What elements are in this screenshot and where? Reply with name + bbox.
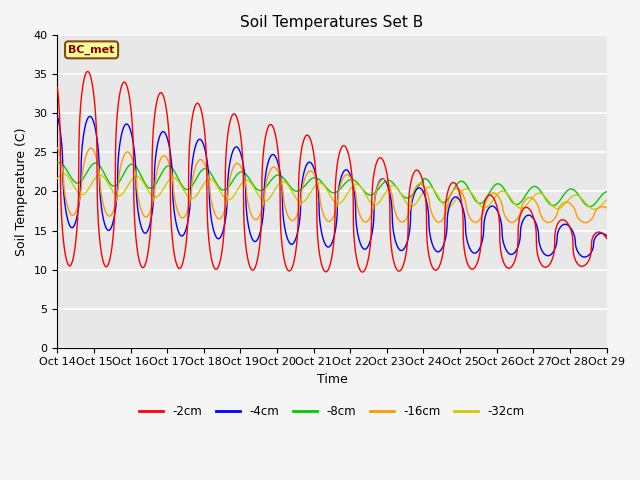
Y-axis label: Soil Temperature (C): Soil Temperature (C)	[15, 127, 28, 256]
Text: BC_met: BC_met	[68, 45, 115, 55]
Title: Soil Temperatures Set B: Soil Temperatures Set B	[241, 15, 424, 30]
Legend: -2cm, -4cm, -8cm, -16cm, -32cm: -2cm, -4cm, -8cm, -16cm, -32cm	[134, 400, 529, 423]
X-axis label: Time: Time	[317, 373, 348, 386]
